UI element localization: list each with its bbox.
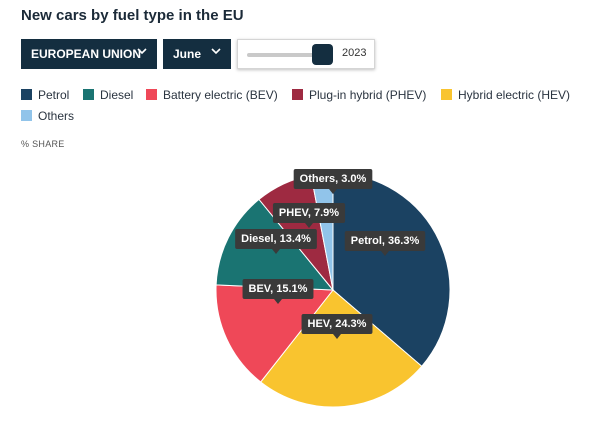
data-label-pointer <box>274 299 282 304</box>
legend-swatch <box>441 89 452 100</box>
year-slider-value: 2023 <box>342 47 367 59</box>
legend-label: Others <box>38 109 75 123</box>
data-label-text: PHEV, 7.9% <box>279 207 339 219</box>
region-dropdown[interactable]: EUROPEAN UNION <box>21 39 157 69</box>
data-label-bev: BEV, 15.1% <box>242 279 314 304</box>
share-axis-label: % SHARE <box>21 139 65 149</box>
data-label-pointer <box>329 189 337 194</box>
data-label-petrol: Petrol, 36.3% <box>344 231 426 256</box>
year-slider-track[interactable] <box>247 53 321 57</box>
legend-item-bev[interactable]: Battery electric (BEV) <box>146 88 278 102</box>
legend-item-diesel[interactable]: Diesel <box>83 88 133 102</box>
data-label-box <box>272 203 346 223</box>
data-label-hev: HEV, 24.3% <box>301 314 373 339</box>
data-label-box <box>301 314 373 334</box>
month-dropdown-value: June <box>173 47 202 61</box>
chevron-down-icon <box>211 39 221 69</box>
chevron-down-icon <box>137 39 147 69</box>
data-label-pointer <box>305 223 313 228</box>
month-dropdown[interactable]: June <box>163 39 231 69</box>
year-slider-handle[interactable] <box>312 44 333 65</box>
legend-label: Petrol <box>38 88 70 102</box>
legend-label: Battery electric (BEV) <box>163 88 278 102</box>
data-label-box <box>235 229 317 249</box>
pie-slice-bev[interactable] <box>215 284 334 383</box>
data-label-others: Others, 3.0% <box>293 169 373 194</box>
legend-swatch <box>146 89 157 100</box>
data-label-text: Diesel, 13.4% <box>241 233 311 245</box>
data-label-pointer <box>333 334 341 339</box>
data-label-box <box>344 231 426 251</box>
legend-swatch <box>292 89 303 100</box>
data-label-phev: PHEV, 7.9% <box>272 203 346 228</box>
legend-item-hev[interactable]: Hybrid electric (HEV) <box>441 88 570 102</box>
data-label-pointer <box>381 251 389 256</box>
legend-swatch <box>21 110 32 121</box>
legend-label: Diesel <box>100 88 134 102</box>
data-label-diesel: Diesel, 13.4% <box>235 229 317 254</box>
legend-item-phev[interactable]: Plug-in hybrid (PHEV) <box>292 88 426 102</box>
legend-item-petrol[interactable]: Petrol <box>21 88 69 102</box>
data-label-box <box>293 169 373 189</box>
data-label-text: BEV, 15.1% <box>249 283 308 295</box>
legend-swatch <box>83 89 94 100</box>
data-label-text: HEV, 24.3% <box>308 318 367 330</box>
region-dropdown-value: EUROPEAN UNION <box>31 47 142 61</box>
data-label-pointer <box>272 249 280 254</box>
data-label-text: Others, 3.0% <box>300 173 367 185</box>
data-label-box <box>242 279 314 299</box>
legend-label: Plug-in hybrid (PHEV) <box>309 88 427 102</box>
year-slider: 2023 <box>237 39 375 69</box>
chart-title: New cars by fuel type in the EU <box>21 7 244 24</box>
legend-label: Hybrid electric (HEV) <box>458 88 571 102</box>
data-label-text: Petrol, 36.3% <box>351 235 420 247</box>
pie-slice-hev[interactable] <box>260 289 423 408</box>
legend-swatch <box>21 89 32 100</box>
legend-item-others[interactable]: Others <box>21 109 74 123</box>
